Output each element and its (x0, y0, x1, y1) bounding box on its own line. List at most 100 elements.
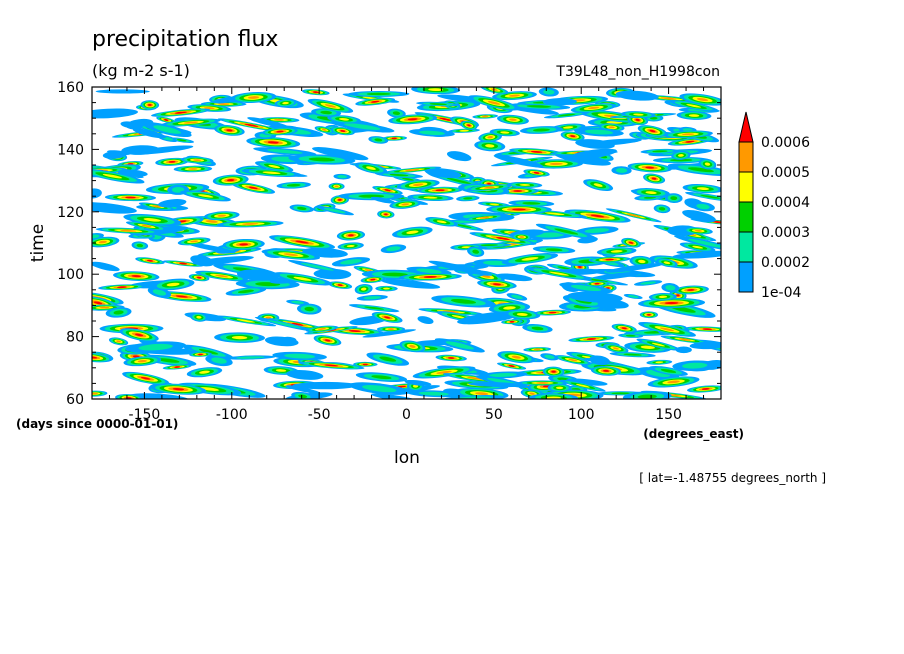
contour-level-3 (658, 207, 666, 211)
precip-streak (691, 201, 715, 212)
contour-level-6 (125, 196, 136, 199)
contour-level-1 (577, 236, 598, 244)
precip-streak (683, 227, 713, 235)
precip-streak (669, 100, 719, 112)
contour-level-4 (199, 387, 219, 391)
precip-streak (584, 281, 610, 287)
contour-level-6 (175, 295, 188, 298)
precip-streak (660, 335, 709, 344)
precip-streak (648, 293, 677, 301)
contour-level-5 (205, 220, 218, 223)
contour-level-4 (686, 104, 702, 108)
precip-streak (633, 280, 663, 286)
contour-level-3 (687, 167, 714, 173)
contour-level-6 (512, 208, 526, 211)
precip-streak (472, 114, 499, 119)
precip-streak (173, 165, 213, 173)
precip-streak (672, 285, 709, 295)
precip-streak (675, 346, 692, 354)
precip-streak (356, 294, 388, 301)
contour-level-5 (364, 269, 372, 272)
contour-level-5 (217, 214, 227, 217)
contour-level-6 (164, 118, 169, 121)
contour-level-4 (102, 173, 123, 179)
contour-level-3 (364, 306, 385, 310)
precip-streak (685, 191, 721, 202)
contour-level-4 (692, 245, 704, 249)
contour-level-3 (456, 224, 472, 228)
precip-streak (689, 341, 721, 350)
contour-level-6 (146, 259, 154, 262)
precip-streak (417, 316, 434, 325)
precip-streak (254, 316, 315, 332)
colorbar-max-triangle (738, 111, 754, 143)
precip-streak (497, 114, 529, 125)
precip-streak (468, 95, 520, 111)
contour-level-6 (439, 117, 453, 121)
precip-streak (525, 267, 592, 281)
precip-streak (646, 359, 673, 365)
precip-streak (312, 147, 369, 161)
precip-streak (603, 343, 629, 354)
x-axis-units: (degrees_east) (643, 427, 744, 442)
contour-level-3 (379, 356, 397, 362)
precip-streak (276, 181, 311, 189)
precip-streak (186, 367, 223, 378)
precip-streak (368, 136, 389, 144)
contour-level-4 (275, 369, 287, 372)
contour-level-2 (615, 168, 628, 173)
precip-streak (314, 126, 334, 134)
contour-level-6 (685, 140, 695, 143)
contour-level-5 (588, 106, 600, 110)
precip-streak (534, 309, 572, 316)
y-tick-label: 100 (57, 267, 84, 283)
contour-level-4 (360, 287, 367, 291)
precip-streak (330, 126, 355, 136)
contour-level-6 (533, 171, 540, 174)
y-axis-label: time (28, 224, 48, 262)
contour-level-2 (300, 262, 334, 271)
colorbar-box (738, 201, 754, 233)
precip-streak (590, 366, 622, 376)
contour-level-6 (570, 135, 576, 138)
precip-streak (98, 284, 146, 290)
contour-level-6 (198, 353, 203, 356)
precip-streak (375, 285, 398, 292)
contour-level-3 (320, 110, 333, 115)
contour-level-1 (92, 261, 120, 272)
experiment-label: T39L48_non_H1998con (555, 64, 720, 80)
precip-streak (535, 223, 597, 240)
precip-streak (456, 195, 480, 202)
contour-level-4 (555, 386, 564, 390)
contour-level-2 (544, 354, 555, 359)
contour-level-6 (702, 328, 713, 331)
contour-level-3 (557, 266, 571, 270)
precip-streak (328, 281, 353, 289)
precip-streak (104, 193, 156, 202)
y-tick-label: 140 (57, 142, 84, 158)
contour-level-5 (92, 392, 98, 395)
precip-streak (180, 190, 231, 202)
contour-level-6 (629, 241, 634, 244)
contour-level-5 (536, 382, 549, 384)
contour-level-6 (602, 369, 610, 372)
precip-streak (330, 120, 395, 133)
contour-level-5 (659, 327, 675, 332)
contour-level-3 (557, 113, 576, 117)
precip-streak (559, 282, 613, 294)
precip-streak (105, 307, 132, 318)
precip-streak (158, 199, 187, 208)
contour-level-3 (381, 272, 408, 277)
contour-level-5 (533, 348, 541, 351)
contour-level-4 (293, 276, 312, 281)
contour-level-4 (338, 118, 350, 121)
contour-level-3 (637, 394, 657, 399)
contour-level-4 (500, 131, 510, 134)
colorbar-label: 0.0006 (761, 135, 810, 151)
contour-level-1 (158, 199, 187, 208)
contour-level-5 (475, 392, 489, 395)
contour-level-6 (340, 129, 346, 132)
x-tick-label: -150 (129, 407, 161, 423)
precip-streak (418, 308, 484, 316)
precip-streak (274, 99, 297, 108)
